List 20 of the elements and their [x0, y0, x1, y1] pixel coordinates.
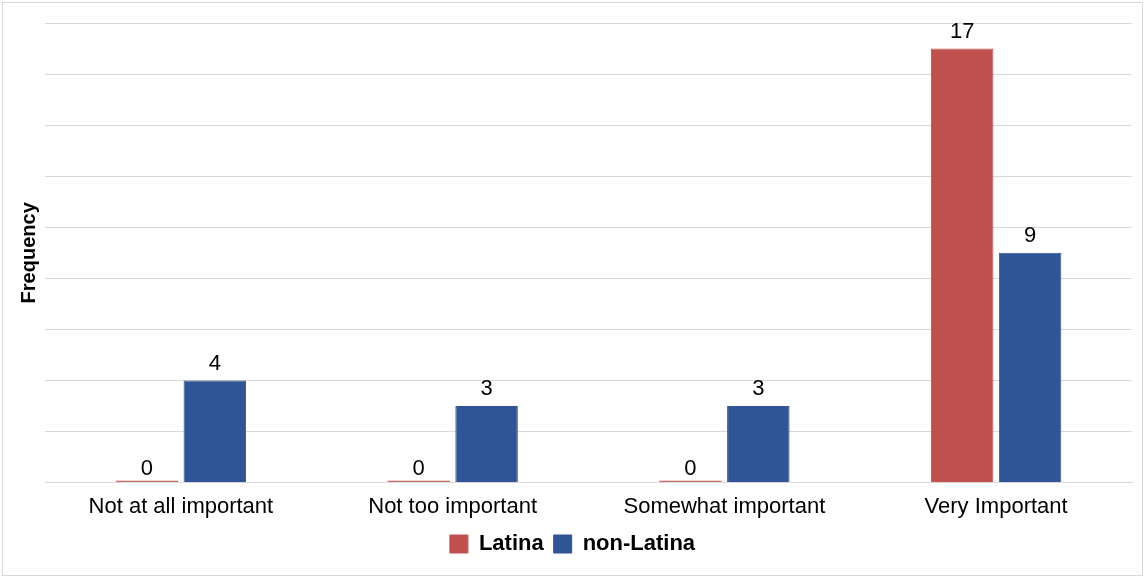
y-axis-title: Frequency	[16, 201, 39, 304]
x-tick-label: Very Important	[924, 492, 1068, 518]
data-label: 3	[752, 375, 765, 401]
x-tick-label: Not too important	[368, 492, 537, 518]
x-tick-label: Somewhat important	[623, 492, 826, 518]
data-label: 0	[684, 454, 697, 480]
legend-label: non-Latina	[582, 530, 696, 556]
bar	[183, 380, 247, 483]
bar	[930, 48, 994, 483]
x-tick-label: Not at all important	[88, 492, 274, 518]
data-label: 0	[140, 454, 154, 480]
bar	[998, 252, 1062, 483]
data-label: 3	[480, 375, 493, 401]
data-label: 17	[949, 17, 975, 43]
data-label: 0	[412, 454, 425, 480]
data-label: 4	[208, 349, 221, 375]
data-label: 9	[1023, 221, 1037, 247]
bar	[727, 406, 790, 483]
legend-label: Latina	[478, 530, 545, 556]
bar	[455, 406, 518, 483]
